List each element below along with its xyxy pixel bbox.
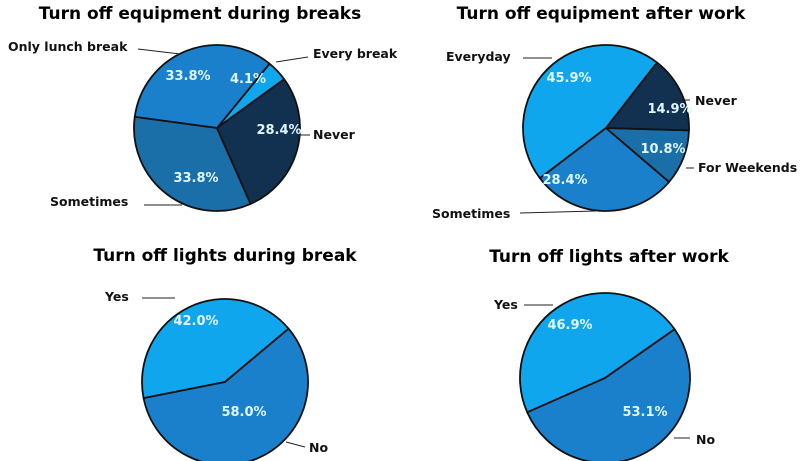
slice-percent-label: 33.8%: [165, 69, 210, 84]
slice-percent-label: 28.4%: [542, 173, 587, 188]
slice-percent-label: 58.0%: [221, 405, 266, 420]
leader-line: [275, 56, 309, 63]
leader-line: [137, 48, 181, 55]
slice-category-label: Sometimes: [50, 194, 128, 209]
slice-category-label: Sometimes: [432, 206, 510, 221]
pie-chart-3: Turn off lights during break 42.0% 58.0% Ye…: [93, 246, 357, 461]
slice-category-label: Never: [695, 93, 738, 108]
slice-category-label: No: [696, 432, 715, 447]
slice-percent-label: 4.1%: [230, 72, 266, 87]
pie-slice-never: [216, 78, 301, 205]
slice-category-label: Yes: [493, 297, 518, 312]
slice-category-label: Yes: [104, 289, 129, 304]
pie-slice-yes: [519, 292, 676, 414]
slice-percent-label: 46.9%: [547, 318, 592, 333]
pie-slice-sometimes: [539, 127, 670, 212]
slice-category-label: Every break: [313, 46, 398, 61]
pie-chart-1: Turn off equipment during breaks 4.1% 33.8…: [8, 4, 398, 212]
pie-slice-yes: [141, 298, 290, 400]
slice-percent-label: 10.8%: [640, 142, 685, 157]
leader-line: [285, 441, 306, 448]
pie-slice-only-lunch-break: [133, 44, 271, 129]
leader-line: [519, 210, 597, 214]
slice-percent-label: 42.0%: [173, 314, 218, 329]
pie-slice-never: [605, 61, 690, 132]
slice-category-label: No: [309, 440, 328, 455]
chart-title: Turn off equipment during breaks: [39, 4, 361, 24]
slice-percent-label: 53.1%: [622, 405, 667, 420]
chart-title: Turn off lights after work: [489, 247, 729, 267]
chart-title: Turn off equipment after work: [457, 4, 746, 24]
pie-slice-no: [526, 328, 691, 461]
pie-slice-everyday: [522, 44, 658, 180]
pie-chart-2: Turn off equipment after work 45.9% 28.4% 1…: [432, 4, 797, 221]
pie-slice-no: [142, 327, 309, 461]
slice-category-label: Never: [313, 127, 356, 142]
slice-percent-label: 45.9%: [546, 71, 591, 86]
slice-percent-label: 14.9%: [647, 102, 692, 117]
slice-category-label: Everyday: [446, 49, 511, 64]
pie-slice-sometimes: [133, 115, 252, 212]
chart-title: Turn off lights during break: [93, 246, 357, 266]
slice-category-label: For Weekends: [698, 160, 797, 175]
slice-category-label: Only lunch break: [8, 39, 128, 54]
slice-percent-label: 33.8%: [173, 171, 218, 186]
pie-chart-4: Turn off lights after work 46.9% 53.1% Yes N…: [489, 247, 729, 461]
slice-percent-label: 28.4%: [256, 123, 301, 138]
